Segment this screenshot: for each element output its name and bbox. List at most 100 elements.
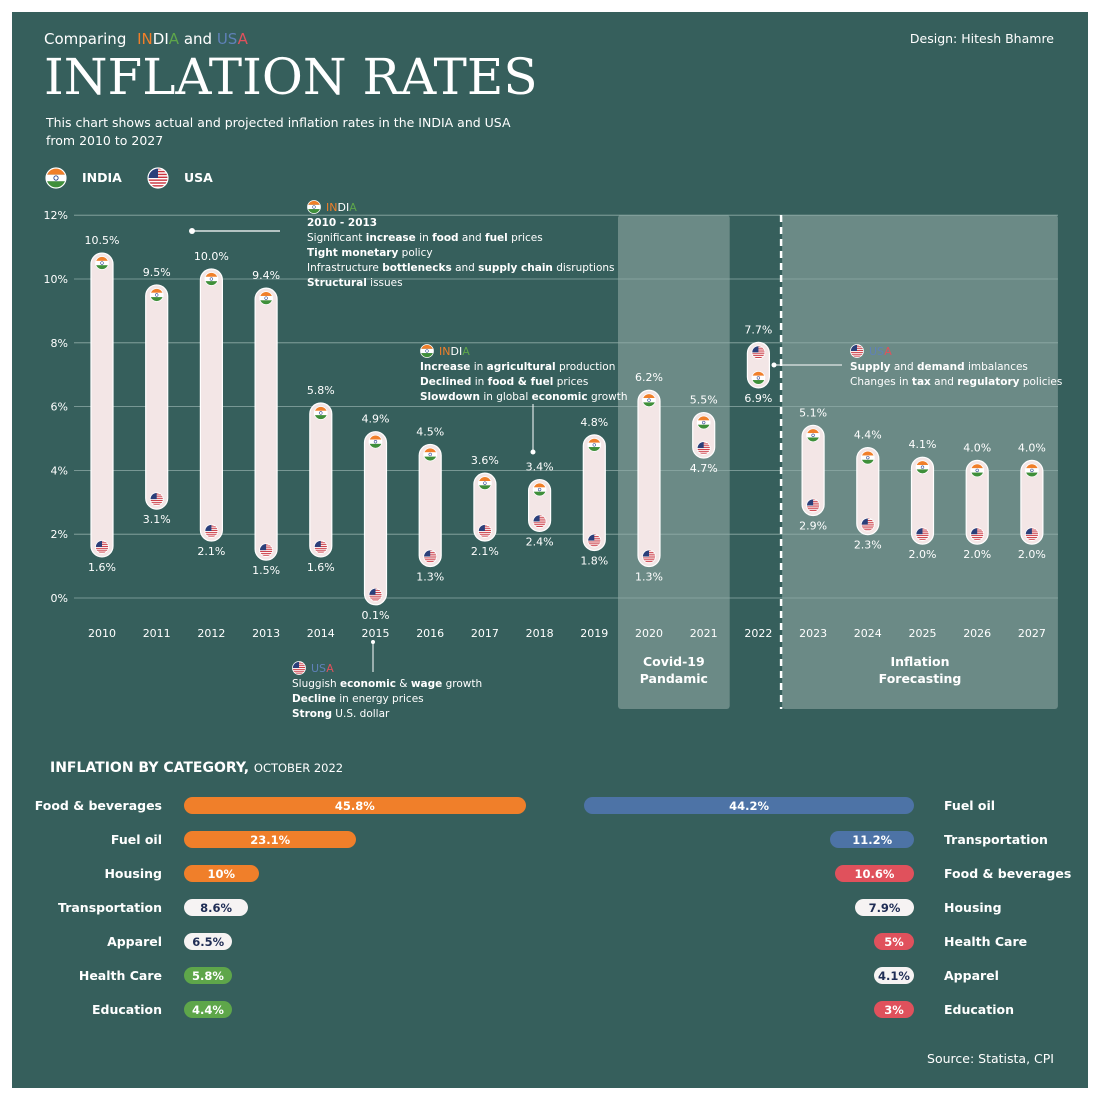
range-pill [910,456,935,545]
usa-flag-icon [696,441,711,455]
india-value-label: 3.6% [471,454,499,467]
india-flag-icon [970,463,985,478]
annotation-line: Tight monetary policy [307,247,433,259]
annotation-segment: policies [1019,376,1062,388]
x-tick-label: 2023 [799,627,827,640]
connector-dot [189,228,195,234]
usa-flag-icon [806,498,820,513]
region-label-line2: Pandamic [640,671,708,686]
range-pill [309,402,333,558]
region-box-0 [618,215,730,709]
annotation-segment: Increase [420,361,470,373]
india-flag-icon [860,450,875,465]
infographic-frame: Comparing INDIA and USA INFLATION RATES … [12,12,1088,1088]
usa-category-bar: 4.1% [874,967,914,984]
annotation-line: Slowdown in global economic growth [420,391,627,403]
x-tick-label: 2014 [307,627,335,640]
x-tick-label: 2025 [909,627,937,640]
usa-value-label: 2.9% [799,519,827,532]
india-flag-icon [642,393,656,408]
source-note: Source: Statista, CPI [927,1051,1054,1066]
india-value-label: 4.0% [1018,441,1046,454]
annotation-india-flag-icon [307,200,321,214]
range-pill [473,472,497,542]
usa-value-label: 1.8% [580,555,608,568]
y-tick-label: 2% [51,528,68,541]
india-category-label: Education [92,1002,162,1017]
annotation-country-part: DI [337,201,349,214]
india-value-label: 6.9% [744,392,772,405]
subtitle-india-part1: IN [137,30,153,48]
annotation-segment: Strong [292,708,332,720]
usa-value-label: 4.7% [690,462,718,475]
usa-flag-icon [368,587,383,602]
usa-value-label: 2.1% [197,545,225,558]
annotation-country-part: A [462,345,470,358]
india-value-label: 9.4% [252,269,280,282]
annotation-segment: economic [340,678,396,690]
annotation-segment: production [556,361,616,373]
india-value-label: 4.9% [362,413,390,426]
annotation-segment: and [459,232,485,244]
usa-flag-icon [970,527,985,542]
annotation-segment: fuel [485,232,508,244]
usa-flag-icon [259,543,273,558]
usa-flag-icon [915,527,930,542]
range-pill [801,424,825,517]
annotation-segment: Declined [420,376,471,388]
annotation-country-part: A [349,201,357,214]
annotation-segment: prices [508,232,543,244]
india-flag-icon [95,256,109,270]
subtitle-usa-part2: A [237,30,248,48]
annotation-line: Strong U.S. dollar [292,708,390,720]
region-label-line1: Covid-19 [643,654,705,669]
annotation-line: Changes in tax and regulatory policies [850,376,1062,388]
annotation-country-part: A [884,345,892,358]
india-value-label: 10.5% [85,234,120,247]
usa-flag-icon [204,524,219,538]
x-tick-label: 2022 [744,627,772,640]
usa-flag-icon [587,533,602,548]
range-pill [145,284,169,510]
india-value-label: 4.1% [909,438,937,451]
range-pill [418,443,442,568]
india-value-label: 9.5% [143,266,171,279]
category-title-date: OCTOBER 2022 [253,761,344,775]
india-category-bar: 45.8% [184,797,526,814]
india-value-label: 4.4% [854,429,882,442]
india-value-label: 5.5% [690,394,718,407]
annotation-segment: Slowdown [420,391,480,403]
legend-usa-label: USA [184,170,213,185]
india-value-label: 10.0% [194,250,229,263]
range-pill [637,389,661,568]
annotation-line: Structural issues [307,277,403,289]
annotation-segment: U.S. dollar [332,708,390,720]
annotation-segment: in global [480,391,532,403]
annotation-period: 2010 - 2013 [307,217,377,229]
india-value-label: 4.8% [580,416,608,429]
annotation-segment: supply chain [478,262,553,274]
range-pill [363,431,388,606]
legend-india-label: INDIA [82,170,122,185]
annotation-usa-flag-icon [850,344,864,358]
range-pill [254,287,278,561]
annotation-segment: & [396,678,411,690]
category-section-title: INFLATION BY CATEGORY, OCTOBER 2022 [50,760,343,776]
x-tick-label: 2021 [690,627,718,640]
range-pill [90,252,114,558]
annotation-country: USA [869,345,892,358]
usa-flag-icon [1025,527,1039,542]
annotation-segment: and [891,361,917,373]
india-flag-icon [751,371,766,385]
annotation-country: INDIA [326,201,357,214]
usa-flag-icon [423,549,438,564]
subtitle-india-part2: DI [152,30,169,48]
x-tick-label: 2011 [143,627,171,640]
inflation-chart: Covid-19 Pandamic Inflation Forecasting 0% 2%… [44,167,1062,720]
connector-dot [371,640,375,644]
usa-value-label: 1.6% [88,561,116,574]
annotation-segment: economic [532,391,588,403]
connector-dot [771,362,777,368]
india-category-bar: 8.6% [184,899,249,916]
design-credit: Design: Hitesh Bhamre [909,31,1054,46]
